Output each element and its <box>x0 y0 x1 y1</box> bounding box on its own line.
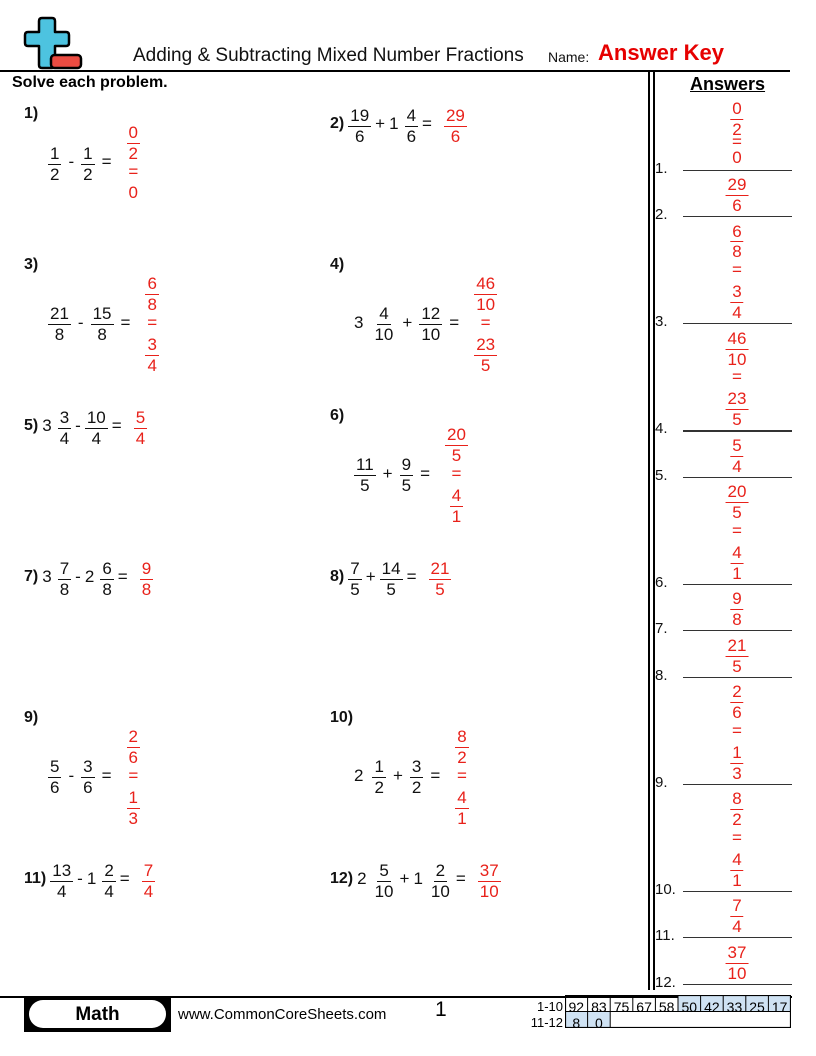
svg-text:Math: Math <box>75 1004 119 1025</box>
